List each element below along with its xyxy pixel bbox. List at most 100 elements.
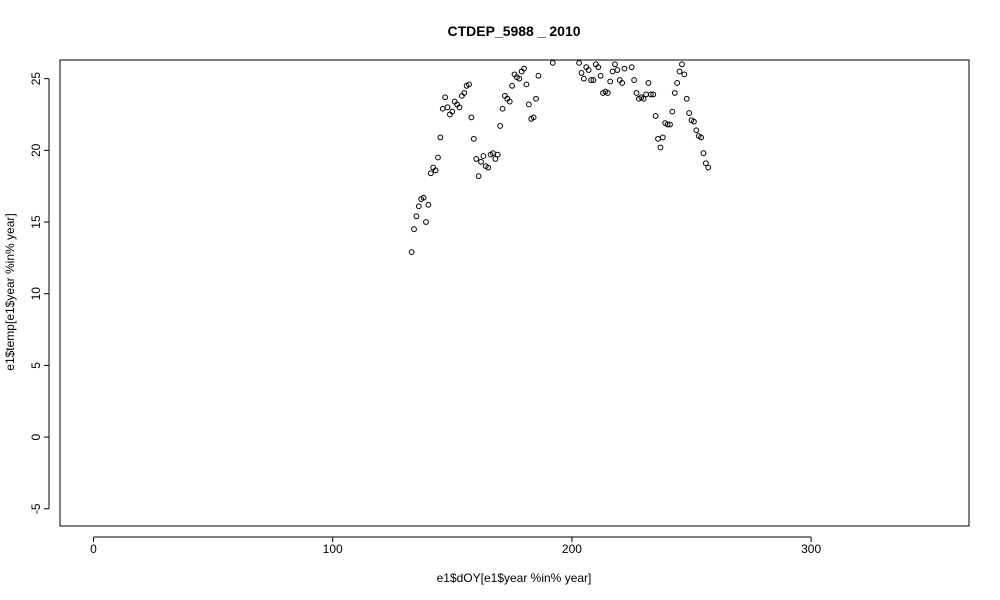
data-point: [681, 71, 688, 78]
data-point: [415, 203, 422, 210]
data-point: [525, 101, 532, 108]
data-point: [580, 75, 587, 82]
data-point: [645, 80, 652, 86]
data-point: [679, 61, 685, 68]
data-point: [516, 75, 523, 82]
data-point: [478, 158, 484, 165]
data-point: [468, 114, 475, 121]
data-point: [576, 60, 582, 66]
data-point: [612, 61, 618, 68]
data-point: [674, 80, 681, 86]
data-point: [439, 105, 446, 112]
data-point: [470, 135, 477, 142]
data-point: [497, 123, 504, 129]
x-tick-label: 300: [801, 542, 821, 556]
x-tick-label: 100: [323, 542, 343, 556]
data-point: [420, 194, 427, 201]
data-point: [499, 105, 506, 112]
data-point: [643, 91, 649, 98]
chart-title: CTDEP_5988 _ 2010: [447, 23, 580, 39]
data-point: [619, 80, 626, 86]
data-point: [671, 90, 678, 96]
data-point: [621, 65, 628, 72]
data-point: [432, 167, 439, 174]
data-point: [607, 78, 614, 85]
data-point: [588, 77, 594, 83]
data-point: [530, 114, 537, 121]
data-point: [657, 144, 664, 151]
y-tick-label: 20: [29, 143, 43, 157]
data-point: [698, 134, 704, 141]
axis-labels-layer: e1$dOY[e1$year %in% year] e1$temp[e1$yea…: [3, 213, 591, 585]
data-point: [449, 108, 456, 115]
data-point: [509, 82, 516, 89]
data-point: [456, 104, 463, 111]
data-point: [664, 121, 671, 128]
y-tick-label: 0: [29, 433, 43, 440]
x-tick-label: 0: [90, 542, 97, 556]
data-point: [691, 118, 697, 125]
data-point: [485, 164, 492, 171]
data-point: [549, 60, 556, 66]
data-point: [411, 226, 417, 233]
data-point: [533, 95, 539, 102]
y-tick-label: 10: [29, 287, 43, 301]
x-axis-label: e1$dOY[e1$year %in% year]: [437, 571, 592, 585]
data-point: [655, 135, 661, 142]
data-point: [647, 91, 654, 98]
data-point: [604, 90, 611, 96]
data-point: [628, 64, 635, 71]
data-point: [492, 156, 499, 162]
data-point: [480, 153, 487, 159]
data-point: [535, 72, 542, 79]
data-point: [475, 173, 482, 180]
data-point: [590, 77, 597, 83]
y-tick-label: 5: [29, 362, 43, 369]
data-point: [609, 68, 616, 75]
data-point: [614, 67, 621, 73]
data-point: [631, 77, 638, 83]
data-point: [676, 68, 683, 75]
data-point: [466, 81, 472, 88]
y-tick-label: 15: [29, 215, 43, 229]
data-point: [435, 154, 441, 161]
data-point: [669, 108, 676, 115]
data-point: [683, 95, 690, 102]
data-point: [595, 64, 602, 71]
data-point: [633, 90, 640, 96]
data-point: [578, 70, 585, 76]
chart-title-layer: CTDEP_5988 _ 2010: [447, 23, 580, 39]
data-point: [408, 249, 415, 256]
ticks-layer: 0 100 200 300 -5 0 5 10 15 20 25: [29, 72, 821, 556]
x-tick-label: 200: [562, 542, 582, 556]
data-point: [494, 151, 501, 158]
data-point: [686, 110, 693, 116]
data-point: [413, 213, 420, 220]
plot-frame: [59, 59, 970, 527]
data-point: [442, 94, 449, 101]
data-point: [652, 113, 659, 119]
data-point: [437, 134, 444, 141]
points-layer: [408, 60, 712, 256]
data-point: [523, 81, 530, 88]
data-point: [427, 170, 434, 177]
data-point: [425, 201, 432, 208]
y-tick-label: 25: [29, 72, 43, 86]
data-point: [461, 90, 468, 96]
data-point: [423, 219, 429, 225]
y-axis-label: e1$temp[e1$year %in% year]: [3, 213, 17, 370]
data-point: [521, 65, 527, 72]
data-point: [640, 95, 647, 102]
data-point: [585, 67, 592, 73]
data-point: [597, 72, 604, 79]
data-point: [506, 98, 513, 105]
data-point: [667, 121, 673, 128]
data-point: [444, 104, 451, 111]
data-point: [659, 134, 666, 141]
data-point: [693, 127, 700, 134]
data-point: [702, 160, 709, 167]
axes-layer: [48, 59, 970, 538]
data-point: [705, 164, 712, 171]
